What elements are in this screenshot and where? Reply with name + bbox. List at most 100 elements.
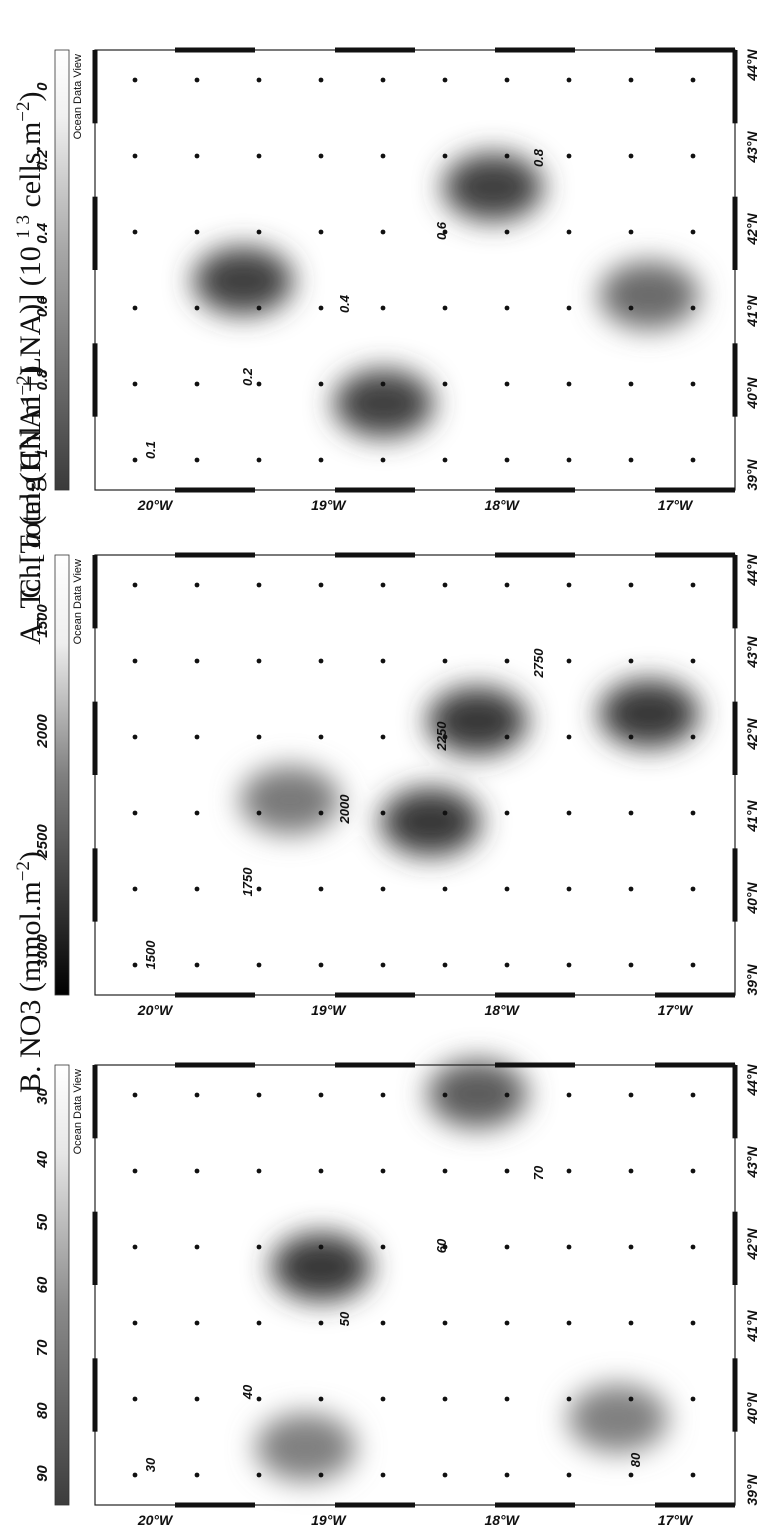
- station-dot: [318, 229, 324, 235]
- station-dot: [132, 1396, 138, 1402]
- station-dot: [442, 153, 448, 159]
- panel-a-contour-labels: 30 40 50 60 70 80: [143, 1165, 643, 1472]
- high-blob: [567, 1384, 668, 1453]
- station-dot: [132, 153, 138, 159]
- contour-label: 2250: [434, 721, 449, 752]
- panel-b-map-bg: [95, 555, 735, 995]
- station-dot: [132, 229, 138, 235]
- station-dot: [132, 886, 138, 892]
- station-dot: [318, 1396, 324, 1402]
- station-dot: [132, 305, 138, 311]
- station-dot: [690, 886, 696, 892]
- station-dot: [690, 1244, 696, 1250]
- station-dot: [194, 1320, 200, 1326]
- station-dot: [132, 810, 138, 816]
- station-dot: [194, 1396, 200, 1402]
- station-dot: [504, 457, 510, 463]
- station-dot: [380, 962, 386, 968]
- lat-tick-label: 44°N: [744, 1063, 760, 1096]
- high-blob: [427, 1059, 528, 1128]
- station-dot: [628, 305, 634, 311]
- station-dot: [628, 381, 634, 387]
- station-dot: [504, 1244, 510, 1250]
- station-dot: [256, 962, 262, 968]
- station-dot: [628, 582, 634, 588]
- station-dot: [132, 734, 138, 740]
- station-dot: [504, 381, 510, 387]
- station-dot: [132, 1472, 138, 1478]
- station-dot: [318, 1168, 324, 1174]
- station-dot: [690, 305, 696, 311]
- lat-tick-label: 44°N: [744, 48, 760, 81]
- lat-tick-label: 42°N: [744, 1227, 760, 1260]
- colorbar: [54, 49, 70, 491]
- high-blob: [240, 766, 341, 835]
- lat-tick-label: 43°N: [744, 635, 760, 668]
- station-dot: [690, 77, 696, 83]
- station-dot: [628, 1472, 634, 1478]
- panel-b-title: B. NO3 (mmol.m−2): [13, 851, 47, 1093]
- station-dot: [628, 1092, 634, 1098]
- station-dot: [318, 734, 324, 740]
- station-dot: [194, 229, 200, 235]
- panel-a-map-bg: [95, 1065, 735, 1505]
- contour-label: 1750: [240, 867, 255, 897]
- station-dot: [504, 582, 510, 588]
- colorbar: [54, 554, 70, 996]
- station-dot: [442, 658, 448, 664]
- station-dot: [442, 1320, 448, 1326]
- panel-b-contour-labels: 1500 1750 2000 2250 2750: [143, 648, 546, 970]
- station-dot: [256, 810, 262, 816]
- lat-tick-label: 39°N: [744, 963, 760, 995]
- station-dot: [380, 1168, 386, 1174]
- station-dot: [690, 153, 696, 159]
- panel-b-stations: [132, 582, 696, 968]
- station-dot: [256, 153, 262, 159]
- station-dot: [318, 886, 324, 892]
- station-dot: [504, 886, 510, 892]
- panel-c-shading: [193, 153, 700, 438]
- station-dot: [194, 153, 200, 159]
- colorbar-tick-label: 0.6: [34, 296, 51, 318]
- high-blob: [599, 261, 700, 330]
- station-dot: [504, 77, 510, 83]
- colorbar-tick-label: 2500: [34, 824, 51, 859]
- lat-tick-label: 44°N: [744, 553, 760, 586]
- high-blob: [380, 787, 481, 856]
- contour-label: 80: [628, 1452, 643, 1467]
- panel-b-no3-map: B. NO3 (mmol.m−2) 44°N 43°N 42°N 41°N 40°N 39…: [13, 552, 760, 1093]
- colorbar-tick-label: 0.4: [34, 222, 51, 244]
- high-blob: [333, 369, 434, 438]
- lat-tick-label: 40°N: [744, 881, 760, 914]
- station-dot: [504, 1168, 510, 1174]
- panel-c-map-bg: [95, 50, 735, 490]
- panel-c-stations: [132, 77, 696, 463]
- station-dot: [504, 1320, 510, 1326]
- contour-label: 1500: [143, 940, 158, 970]
- station-dot: [194, 77, 200, 83]
- high-blob: [271, 1232, 372, 1301]
- colorbar-tick-label: 1500: [34, 604, 51, 638]
- station-dot: [690, 1168, 696, 1174]
- station-dot: [256, 1396, 262, 1402]
- station-dot: [442, 1472, 448, 1478]
- station-dot: [194, 886, 200, 892]
- lat-tick-label: 42°N: [744, 212, 760, 245]
- station-dot: [256, 229, 262, 235]
- station-dot: [442, 1168, 448, 1174]
- station-dot: [132, 1320, 138, 1326]
- contour-label: 30: [143, 1457, 158, 1472]
- station-dot: [628, 153, 634, 159]
- colorbar-tick-label: 30: [34, 1087, 51, 1104]
- station-dot: [132, 1244, 138, 1250]
- station-dot: [690, 457, 696, 463]
- station-dot: [504, 734, 510, 740]
- station-dot: [566, 1092, 572, 1098]
- contour-label: 2750: [531, 648, 546, 679]
- lat-tick-label: 43°N: [744, 130, 760, 163]
- station-dot: [194, 457, 200, 463]
- contour-label: 50: [337, 1311, 352, 1326]
- station-dot: [628, 77, 634, 83]
- colorbar-tick-label: 50: [34, 1213, 51, 1230]
- colorbar-tick-label: 90: [34, 1465, 51, 1482]
